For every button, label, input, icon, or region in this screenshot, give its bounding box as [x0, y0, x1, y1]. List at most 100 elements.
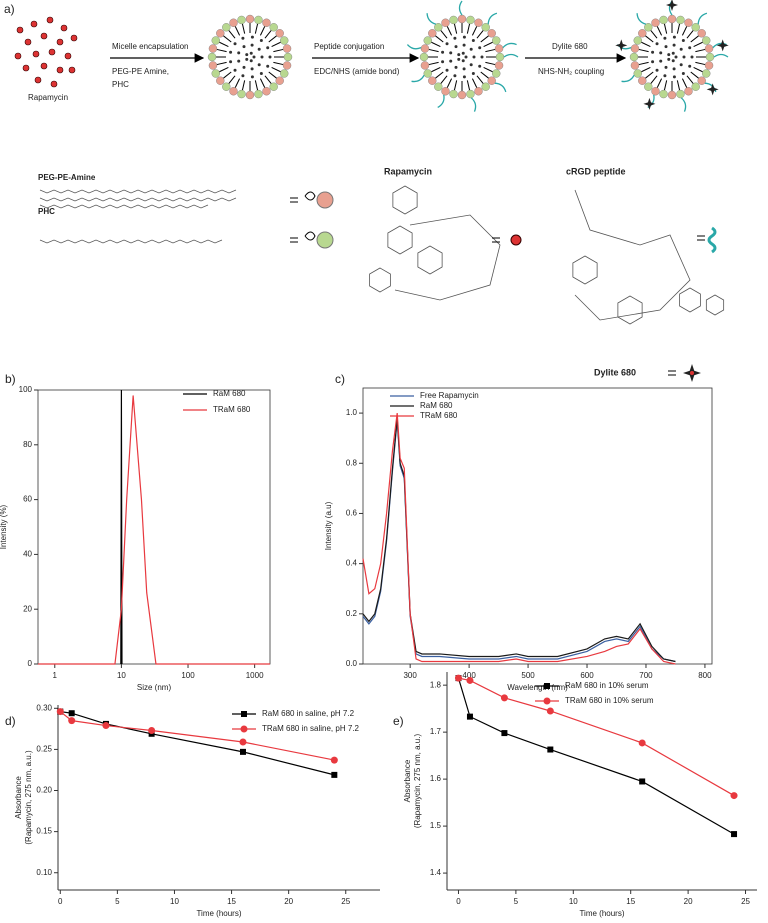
lipid-head — [441, 87, 450, 96]
core-dot — [257, 47, 261, 51]
lipid-head — [441, 18, 450, 27]
drug-dot — [34, 76, 42, 84]
series-line — [362, 420, 676, 663]
head-icon — [316, 231, 334, 249]
lipid-head — [262, 18, 271, 27]
legend-label: TRaM 680 — [420, 411, 458, 420]
lipid-tail — [645, 35, 654, 43]
lipid-tail — [431, 66, 441, 73]
core-dot — [462, 35, 466, 39]
y-tick-label: 1.0 — [346, 408, 358, 417]
core-dot — [671, 51, 675, 55]
peptide — [621, 74, 635, 83]
x-tick-label: 600 — [580, 671, 594, 680]
dye-star — [643, 97, 656, 110]
core-dot — [449, 51, 453, 55]
core-dot — [464, 55, 468, 59]
core-dot — [233, 68, 237, 72]
lipid-tail — [480, 71, 489, 79]
dye-star — [716, 39, 729, 52]
lipid-tail — [268, 35, 277, 43]
y-tick-label: 60 — [23, 495, 32, 504]
marker — [639, 778, 646, 785]
core-dot — [250, 43, 254, 47]
lipid-head — [208, 44, 218, 53]
lipid-head — [691, 82, 700, 91]
y-tick-label: 1.6 — [430, 774, 442, 783]
lipid-head — [245, 14, 255, 24]
lipid-tail — [476, 75, 484, 84]
y-tick-label: 0.25 — [36, 745, 52, 754]
drug-dot — [56, 66, 64, 74]
lipid-head — [216, 76, 225, 85]
series-line — [120, 389, 123, 665]
lipid-head — [237, 15, 246, 25]
lipid-head — [269, 82, 278, 91]
y-tick-label: 0.8 — [346, 458, 358, 467]
lipid-head — [487, 76, 496, 85]
core-dot — [672, 75, 676, 79]
lipid-head — [434, 23, 443, 32]
marker — [56, 708, 64, 716]
lipid-tail — [264, 75, 272, 84]
lipid-tail — [695, 61, 706, 66]
core-dot — [478, 64, 482, 68]
lipid-head — [283, 52, 293, 62]
lipid-tail — [219, 41, 229, 48]
core-dot — [268, 55, 272, 59]
marker — [239, 738, 247, 746]
core-dot — [259, 39, 263, 43]
lipid-tail — [650, 75, 658, 84]
lipid-head — [676, 15, 685, 25]
panel-label: e) — [393, 714, 404, 728]
chart: b) 1 10 100 1000 0 20 40 60 80 100 Size (nm) Intensi… — [0, 372, 271, 692]
chain — [39, 189, 237, 194]
peptide — [502, 42, 517, 49]
y-tick-label: 0.30 — [36, 703, 52, 712]
drug-dot — [64, 52, 72, 60]
y-axis-label: Absorbance — [14, 776, 23, 819]
x-tick-label: 300 — [403, 671, 417, 680]
series-line — [362, 413, 676, 665]
drug-icon — [510, 234, 522, 246]
head-icon — [316, 191, 334, 209]
lipid-tail — [440, 75, 448, 84]
peptide — [494, 82, 507, 93]
lipid-head — [237, 89, 246, 99]
lipid-tail — [471, 26, 478, 36]
marker — [68, 717, 76, 725]
lipid-head — [245, 90, 255, 100]
x-tick-label: 500 — [521, 671, 535, 680]
core-dot — [462, 43, 466, 47]
legend-label: TRaM 680 in saline, pH 7.2 — [262, 724, 359, 733]
marker — [466, 713, 473, 720]
lipid-tail — [273, 48, 284, 53]
lipid-head — [629, 52, 639, 62]
lipid-tail — [471, 78, 478, 88]
peptide — [487, 12, 498, 25]
x-tick-label: 5 — [514, 897, 519, 906]
lipid-tail — [254, 80, 259, 91]
lipid-head — [222, 23, 231, 32]
lipid-tail — [241, 23, 246, 34]
core-dot — [250, 67, 254, 71]
lipid-head — [481, 23, 490, 32]
lipid-head — [684, 87, 693, 96]
core-dot — [242, 65, 246, 69]
lipid-head — [474, 87, 483, 96]
dye-star — [706, 83, 719, 96]
marker — [500, 694, 508, 702]
lipid-tail — [259, 26, 266, 36]
legend-label: TRaM 680 — [213, 405, 251, 414]
ring — [392, 185, 418, 215]
y-tick-label: 40 — [23, 550, 32, 559]
legend-label: RaM 680 in saline, pH 7.2 — [262, 709, 355, 718]
drug-dot — [40, 62, 48, 70]
core-dot — [445, 42, 449, 46]
core-dot — [441, 50, 445, 54]
marker — [730, 792, 738, 800]
ring — [572, 255, 598, 285]
drug-dot — [24, 38, 32, 46]
core-dot — [249, 59, 253, 63]
